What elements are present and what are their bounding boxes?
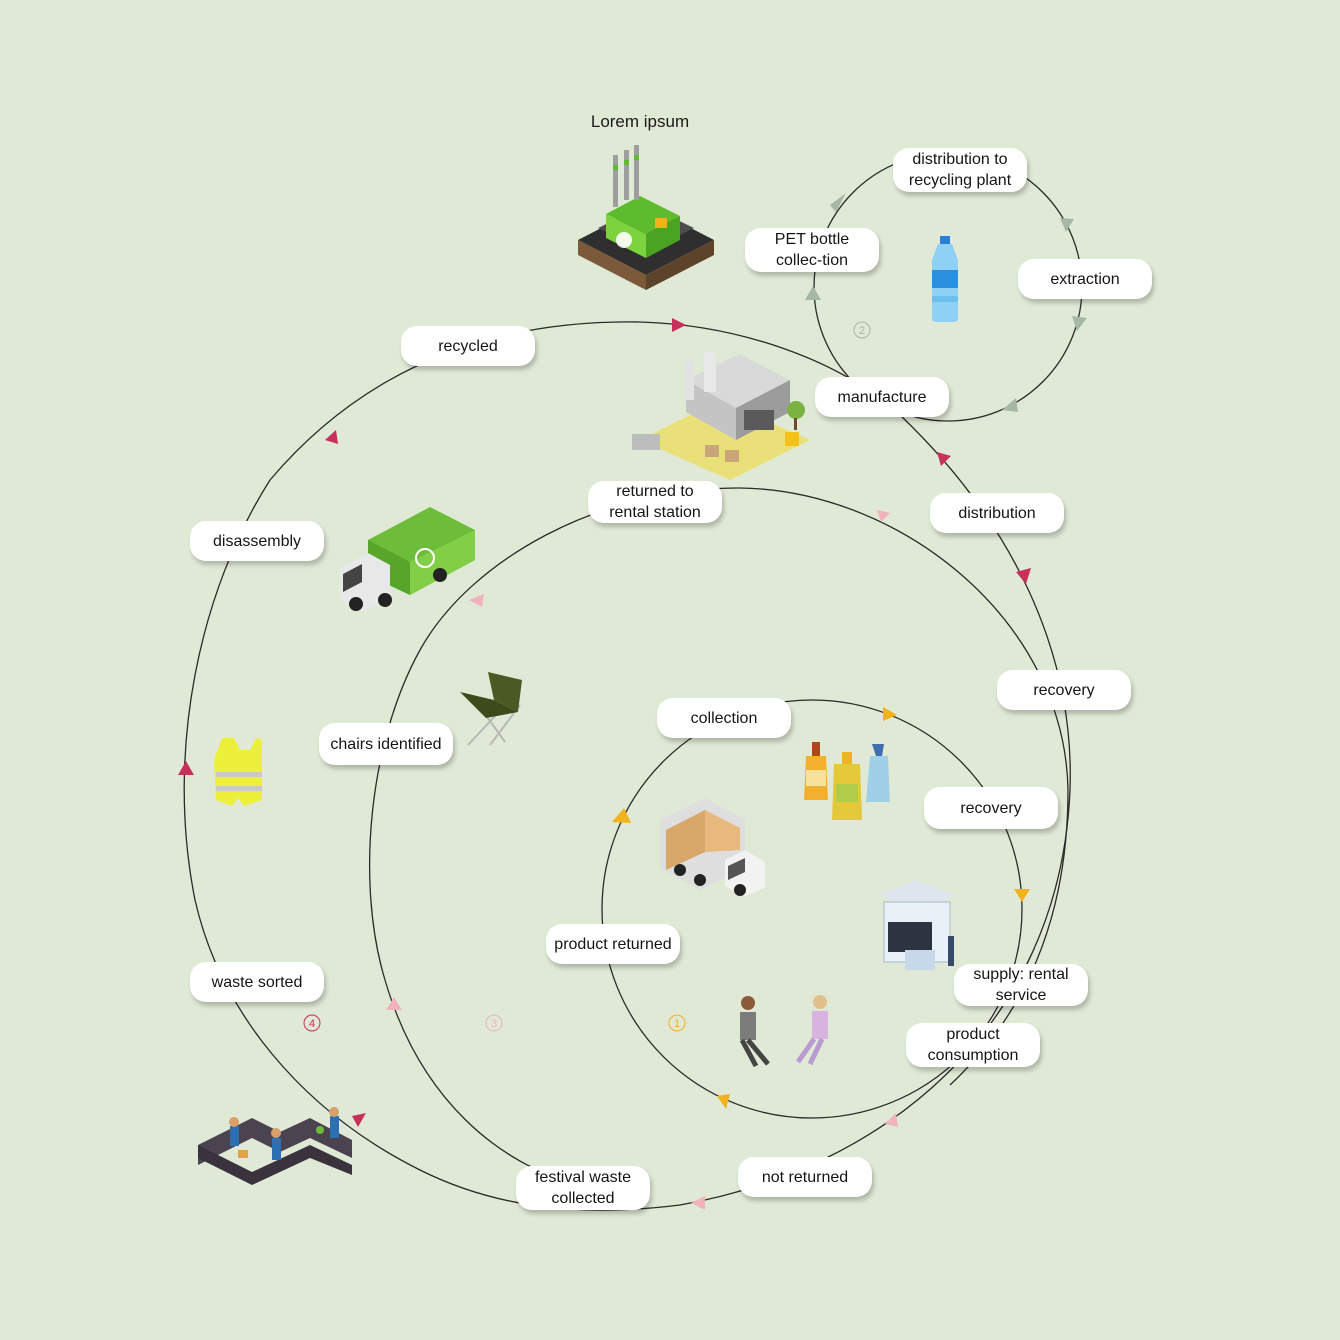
loop-3-arrow (469, 594, 484, 607)
loop-2-arrow (1002, 398, 1018, 412)
label-collection: collection (657, 698, 791, 738)
folding-chair-icon (460, 672, 522, 746)
loop-4-arrow (1016, 568, 1031, 584)
loop-4-arrow (178, 761, 194, 775)
recycling-factory-icon (578, 145, 714, 290)
loop-4-arrow (672, 318, 686, 332)
loop-2-arrow (1072, 316, 1087, 331)
label-recovery-inner: recovery (924, 787, 1058, 829)
svg-text:4: 4 (309, 1018, 315, 1030)
label-not-returned: not returned (738, 1157, 872, 1197)
svg-text:2: 2 (859, 325, 865, 337)
loop-3-arrow (877, 510, 890, 522)
label-festival-waste-collected: festival waste collected (516, 1166, 650, 1210)
label-returned-to-rental-station: returned to rental station (588, 481, 722, 523)
loop-3-arrows (386, 510, 898, 1210)
label-chairs-identified: chairs identified (319, 723, 453, 765)
seated-people-icon (739, 995, 828, 1068)
loop-3-arrow (885, 1113, 898, 1127)
loop-3-arrow (386, 997, 402, 1010)
loop-3-arrow (691, 1196, 705, 1210)
loop-4-arrow (352, 1113, 366, 1127)
label-product-returned: product returned (546, 924, 680, 964)
label-supply-rental-service: supply: rental service (954, 964, 1088, 1006)
delivery-truck-icon (660, 798, 765, 896)
label-recycled: recycled (401, 326, 535, 366)
label-recovery-outer: recovery (997, 670, 1131, 710)
svg-text:1: 1 (674, 1018, 680, 1030)
loop-number-2: 2 (853, 321, 871, 339)
loop-1-arrow (717, 1094, 730, 1109)
label-disassembly: disassembly (190, 521, 324, 561)
label-distribution: distribution (930, 493, 1064, 533)
loop-2-arrows (805, 193, 1087, 412)
loop-number-markers: 1 2 3 4 (303, 321, 871, 1032)
loop-1-arrows (612, 707, 1030, 1109)
rental-kiosk-icon (880, 880, 955, 970)
loop-number-3: 3 (485, 1014, 503, 1032)
label-distribution-to-recycling-plant: distribution to recycling plant (893, 148, 1027, 192)
loop-4-arrows (178, 318, 1031, 1127)
loop-2-arrow (1060, 218, 1074, 232)
cleaning-bottles-icon (804, 742, 890, 820)
label-product-consumption: product consumption (906, 1023, 1040, 1067)
loop-number-1: 1 (668, 1014, 686, 1032)
loop-4-arrow (937, 452, 951, 466)
safety-vest-icon (214, 738, 262, 806)
loop-1-arrow (612, 808, 631, 823)
garbage-truck-icon (340, 507, 475, 612)
diagram-title: Lorem ipsum (590, 112, 690, 131)
loop-1-arrow (1014, 889, 1030, 902)
manufacturing-plant-icon (632, 352, 810, 480)
label-extraction: extraction (1018, 259, 1152, 299)
loop-4-arrow (325, 430, 338, 444)
label-manufacture: manufacture (815, 377, 949, 417)
sorting-conveyor-icon (198, 1107, 352, 1185)
water-bottle-icon (932, 236, 958, 322)
svg-text:3: 3 (491, 1018, 497, 1030)
loop-2-arrow (830, 193, 846, 212)
loop-number-4: 4 (303, 1014, 321, 1032)
loop-1-circle (601, 699, 1023, 1119)
label-waste-sorted: waste sorted (190, 962, 324, 1002)
loop-2-arrow (805, 286, 821, 300)
loop-1-arrow (883, 707, 897, 721)
label-pet-bottle-collection: PET bottle collec-tion (745, 228, 879, 272)
